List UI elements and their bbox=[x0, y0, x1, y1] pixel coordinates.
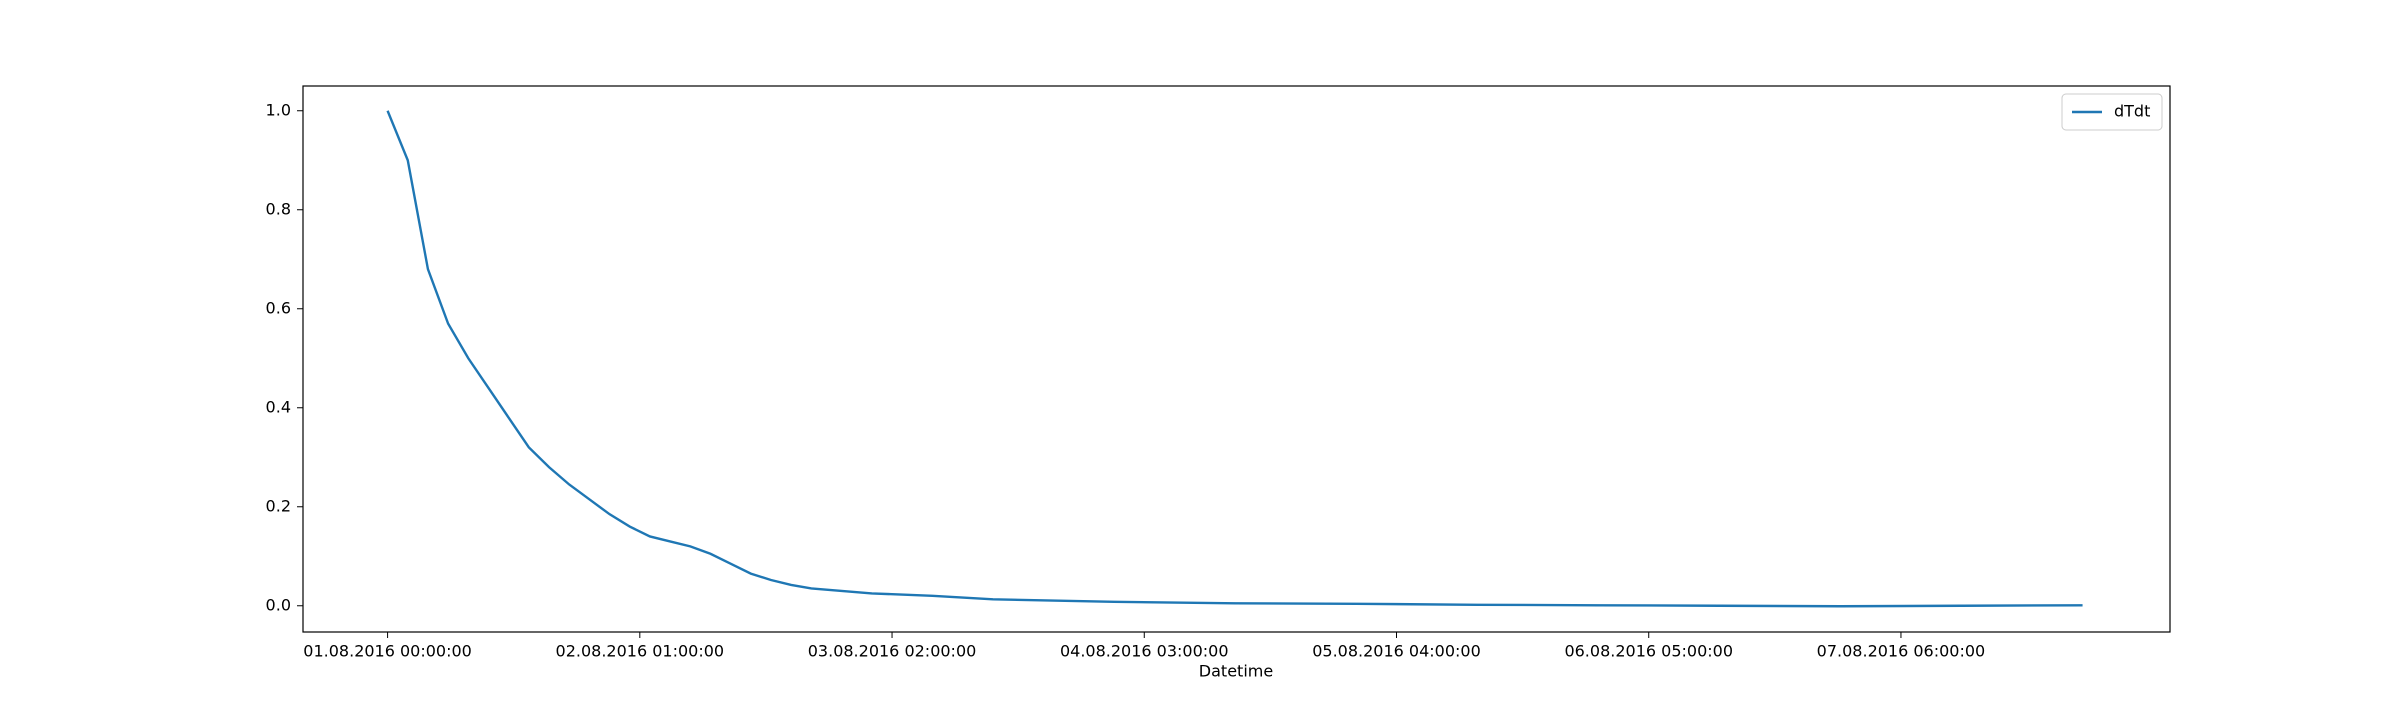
y-tick-label: 0.4 bbox=[266, 397, 291, 416]
y-tick-label: 0.8 bbox=[266, 199, 291, 218]
y-tick-label: 0.2 bbox=[266, 496, 291, 515]
x-tick-label: 06.08.2016 05:00:00 bbox=[1564, 642, 1733, 661]
x-tick-label: 01.08.2016 00:00:00 bbox=[303, 642, 472, 661]
x-tick-label: 04.08.2016 03:00:00 bbox=[1060, 642, 1229, 661]
plot-frame bbox=[302, 85, 2171, 633]
data-line bbox=[386, 110, 2083, 608]
y-tick-label: 0.6 bbox=[266, 298, 291, 317]
legend-label: dTdt bbox=[2114, 102, 2150, 121]
y-tick-label: 0.0 bbox=[266, 595, 291, 614]
x-tick-label: 02.08.2016 01:00:00 bbox=[556, 642, 725, 661]
x-tick-label: 03.08.2016 02:00:00 bbox=[808, 642, 977, 661]
y-tick-label: 1.0 bbox=[266, 100, 291, 119]
x-tick-label: 07.08.2016 06:00:00 bbox=[1817, 642, 1986, 661]
x-tick-label: 05.08.2016 04:00:00 bbox=[1312, 642, 1481, 661]
x-axis-label: Datetime bbox=[1199, 662, 1273, 681]
legend-box bbox=[2061, 93, 2163, 131]
